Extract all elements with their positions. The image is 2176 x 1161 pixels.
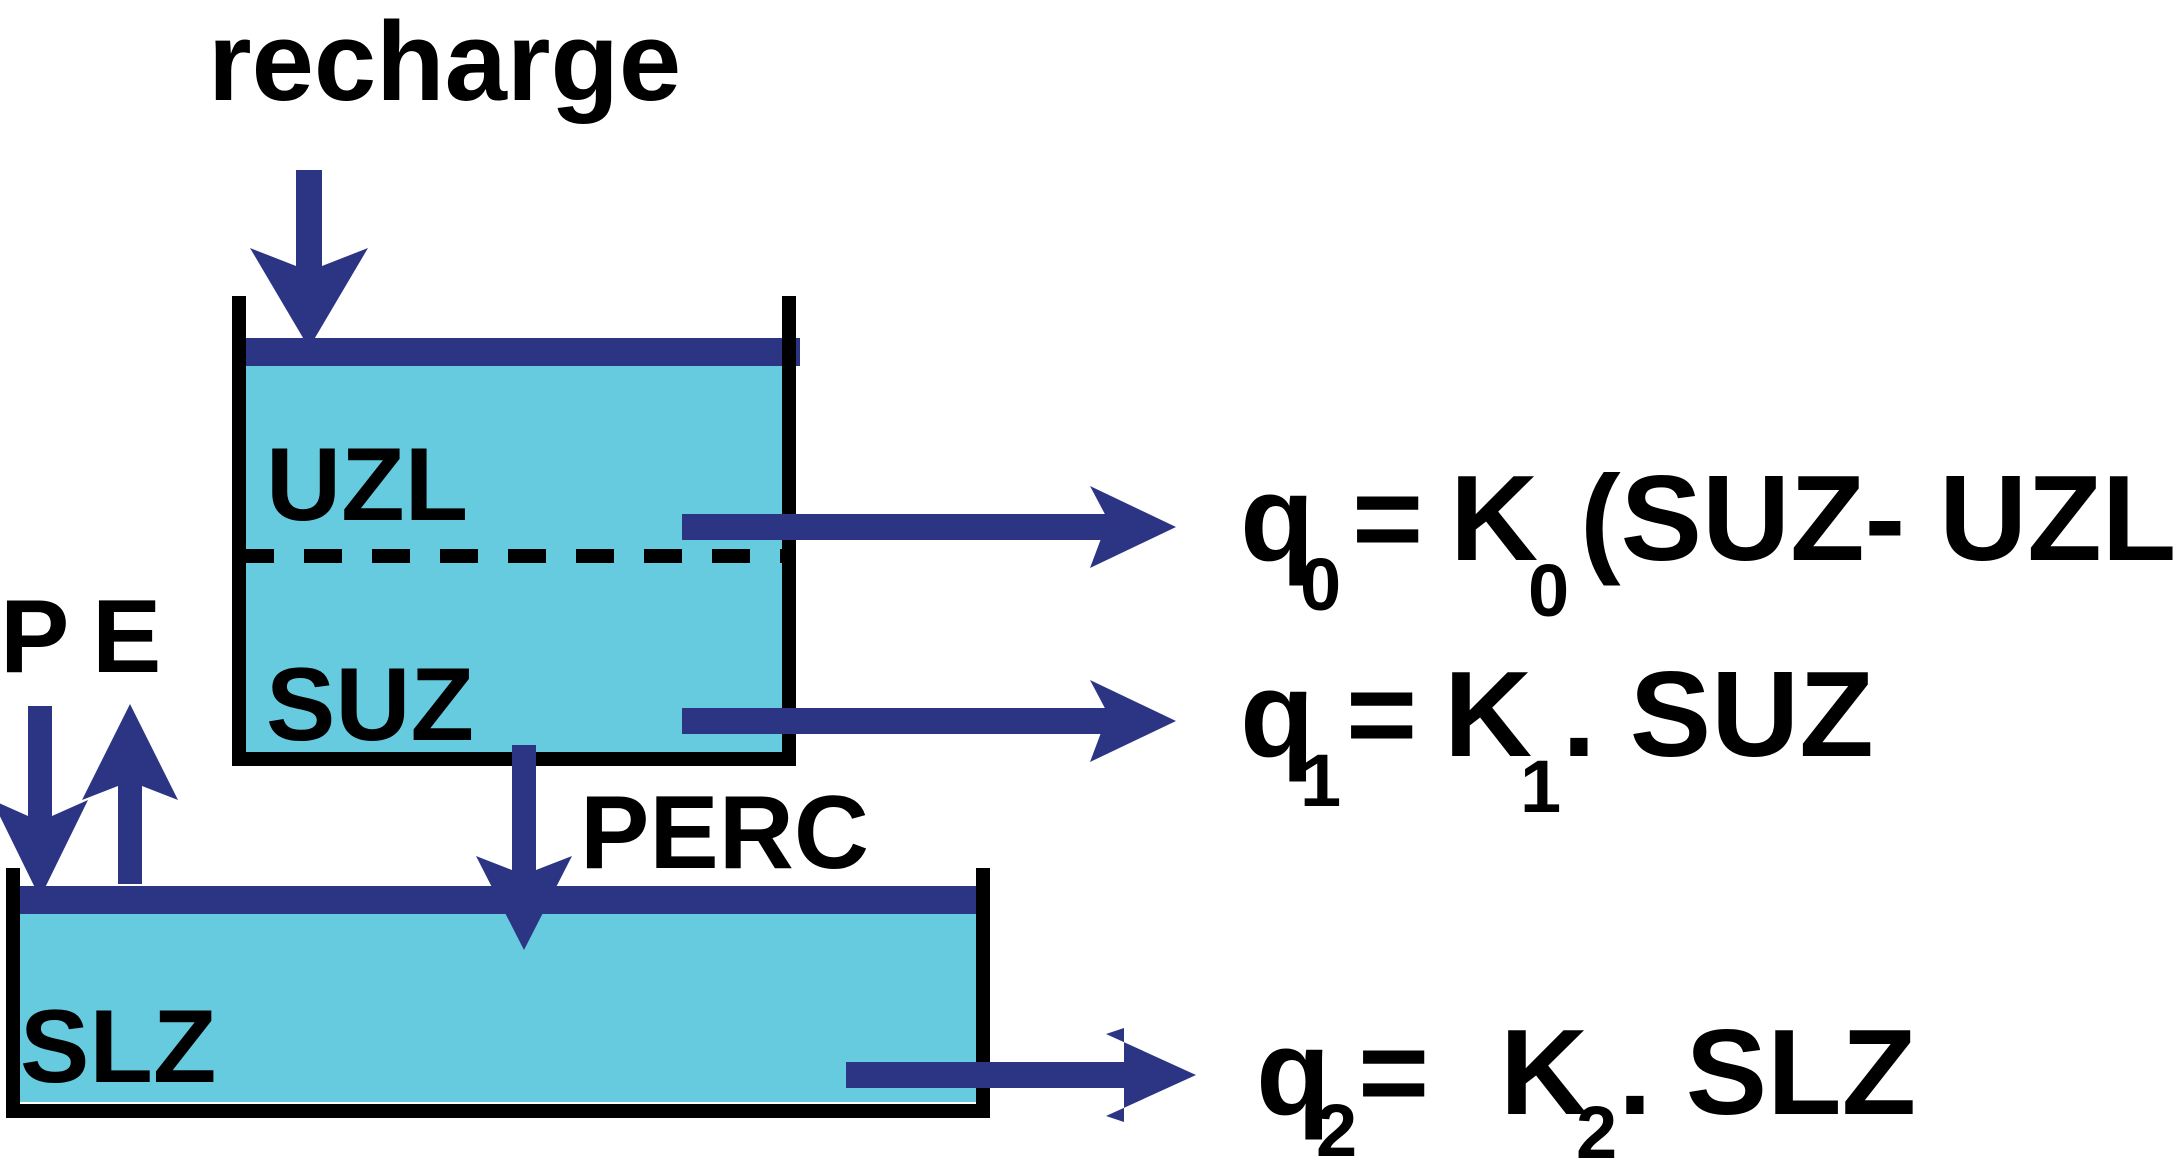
q1-lhs-sub: 1 [1300,739,1341,822]
q2-rhs: . SLZ [1618,1004,1916,1140]
lower-zone-fill [14,886,990,1102]
q1-lhs-base: q [1240,646,1315,782]
q1-coeff-base: K [1444,646,1532,782]
q2-lhs-base: q [1256,1004,1331,1140]
q2-equals: = [1358,1004,1429,1140]
q1-rhs: . SUZ [1562,646,1874,782]
q0-rhs: (SUZ- UZL) [1580,450,2176,586]
precipitation-arrow-icon [0,706,88,898]
slz-zone-label: SLZ [20,989,216,1105]
lower-zone-right-border [976,868,990,1118]
percolation-arrow-icon [476,745,572,950]
recharge-label: recharge [208,0,681,124]
evaporation-label: E [92,579,161,695]
lower-zone-left-border [6,868,20,1118]
uzl-zone-label: UZL [266,427,468,543]
recharge-arrow-icon [250,170,368,348]
q1-coeff-sub: 1 [1520,745,1561,828]
q2-outflow-arrow-icon [846,1028,1196,1122]
q0-equals: = [1352,450,1423,586]
q1-outflow-arrow-icon [682,680,1176,762]
upper-zone-left-border [232,296,246,766]
q0-coeff-base: K [1450,450,1538,586]
lower-zone-bottom-border [6,1104,990,1118]
equation-q1: q 1 = K 1 . SUZ [1240,646,1874,828]
q1-equals: = [1346,646,1417,782]
q2-coeff-base: K [1500,1004,1588,1140]
upper-zone-fill [240,338,788,758]
evaporation-arrow-icon [82,704,178,884]
precipitation-label: P [0,579,69,695]
suz-zone-label: SUZ [266,647,474,763]
q2-coeff-sub: 2 [1576,1091,1617,1161]
perc-label: PERC [580,775,869,891]
equation-q0: q 0 = K 0 (SUZ- UZL) [1240,450,2176,632]
q2-lhs-sub: 2 [1316,1089,1357,1161]
q0-outflow-arrow-icon [682,486,1176,568]
q0-coeff-sub: 0 [1528,549,1569,632]
q0-lhs-sub: 0 [1300,543,1341,626]
q0-lhs-base: q [1240,450,1315,586]
upper-zone-surface-bar [240,338,800,366]
equation-q2: q 2 = K 2 . SLZ [1256,1004,1916,1161]
